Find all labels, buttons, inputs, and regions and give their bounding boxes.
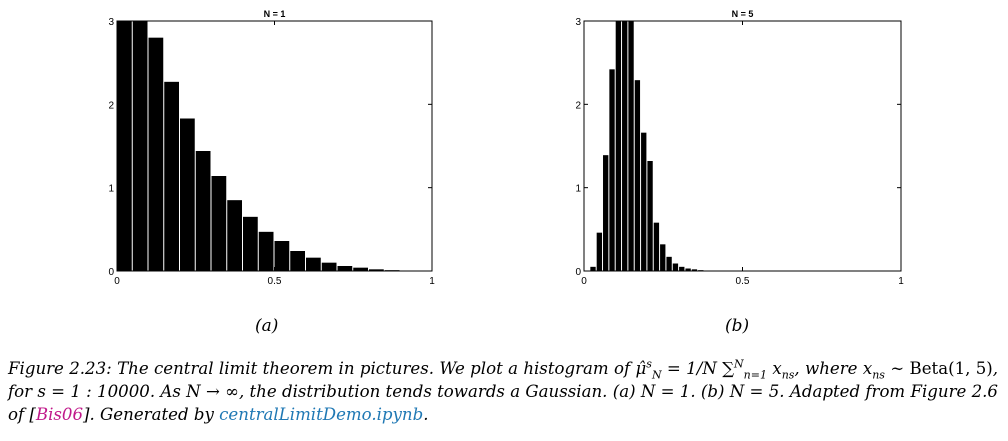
histogram-bar <box>195 151 211 271</box>
caption-sum-sup: N <box>734 357 744 371</box>
caption-a: (a) N = 1. <box>612 382 696 401</box>
histogram-bar <box>369 269 384 271</box>
caption-x2: x <box>862 359 873 378</box>
histogram-bar <box>609 69 615 271</box>
histogram-bar <box>615 21 622 271</box>
citation-link[interactable]: Bis06 <box>35 405 84 424</box>
caption-x-sub: ns <box>781 368 795 382</box>
histogram-bar <box>641 132 647 271</box>
caption-s-range: s = 1 : 10000. <box>37 382 156 401</box>
histogram-bar <box>353 267 368 271</box>
caption-sim: ∼ <box>890 359 905 378</box>
y-tick-label: 0 <box>108 267 114 278</box>
caption-b: (b) N = 5. <box>700 382 785 401</box>
histogram-bar <box>653 222 660 271</box>
histogram-bar <box>211 176 227 271</box>
histogram-bar <box>274 241 290 271</box>
histogram-bar <box>117 21 132 271</box>
figure-caption: Figure 2.23: The central limit theorem i… <box>8 357 999 424</box>
caption-for: , for <box>8 359 999 401</box>
histogram-bar <box>647 161 653 271</box>
histogram-bar <box>590 266 596 271</box>
histogram-bar <box>132 21 148 271</box>
y-tick-label: 2 <box>575 100 581 111</box>
caption-frac-num: 1 <box>686 359 697 378</box>
subfigure-label-a: (a) <box>255 316 279 336</box>
caption-prefix: Figure 2.23: The central limit theorem i… <box>8 359 631 378</box>
caption-x2-sub: ns <box>872 368 885 382</box>
histogram-n5: 0 1 2 3 0 0.5 1 N = 5 <box>575 9 904 287</box>
caption-frac-den: N <box>702 359 717 378</box>
caption-x: x <box>772 359 782 378</box>
y-tick-label: 3 <box>108 17 114 28</box>
caption-beta: Beta(1, 5) <box>909 359 993 378</box>
x-tick-label: 1 <box>429 276 435 287</box>
x-tick-label: 0 <box>581 276 587 287</box>
x-tick-label: 0 <box>114 276 120 287</box>
x-tick-label: 1 <box>898 276 904 287</box>
histogram-bar <box>306 257 321 271</box>
histogram-bar <box>634 80 641 272</box>
y-tick-label: 0 <box>575 267 581 278</box>
histogram-bar <box>666 256 672 271</box>
y-tick-label: 1 <box>108 184 114 195</box>
histogram-bar <box>164 81 179 271</box>
histogram-bar <box>628 21 634 271</box>
caption-equals: = <box>666 359 681 378</box>
histogram-bar <box>691 269 698 271</box>
histogram-bar <box>180 118 195 271</box>
caption-where: , where <box>794 359 858 378</box>
histogram-n1: 0 1 2 3 0 0.5 1 N = 1 <box>108 9 435 287</box>
histogram-bar <box>596 232 603 271</box>
histogram-bar <box>243 216 258 271</box>
caption-sum: ∑ <box>722 359 735 378</box>
subfigure-label-b: (b) <box>725 316 750 336</box>
histogram-bar <box>227 200 242 271</box>
histogram-bar <box>679 266 685 271</box>
histogram-bar <box>321 262 337 271</box>
y-tick-label: 1 <box>575 184 581 195</box>
caption-generated: ]. Generated by <box>83 405 214 424</box>
y-tick-label: 3 <box>575 17 581 28</box>
y-tick-label: 2 <box>108 100 114 111</box>
histogram-bar <box>660 244 666 271</box>
caption-adapted: Adapted from Figure 2.6 of [ <box>8 382 998 424</box>
caption-end: . <box>423 405 429 424</box>
chart-title: N = 1 <box>264 9 286 19</box>
histogram-bar <box>622 21 628 271</box>
caption-mu-sub: N <box>651 368 662 382</box>
x-tick-label: 0.5 <box>736 276 750 287</box>
histogram-bar <box>148 37 164 271</box>
histogram-bar <box>685 268 691 271</box>
chart-title: N = 5 <box>732 9 754 19</box>
histogram-bar <box>603 155 609 271</box>
histogram-bar <box>290 251 305 271</box>
notebook-link[interactable]: centralLimitDemo.ipynb <box>219 405 424 424</box>
histogram-bar <box>337 266 353 271</box>
caption-sum-sub: n=1 <box>743 368 767 382</box>
histogram-bar <box>672 263 679 271</box>
x-tick-label: 0.5 <box>268 276 282 287</box>
histogram-bar <box>258 231 274 271</box>
caption-mu: μ̂ <box>635 359 647 378</box>
caption-mu-sup: s <box>646 357 652 371</box>
caption-limit: As N → ∞, the distribution tends towards… <box>160 382 608 401</box>
